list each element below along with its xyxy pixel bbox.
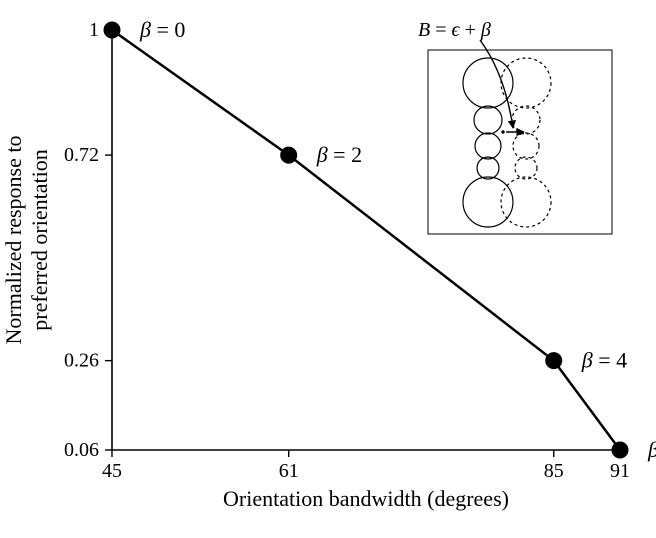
inset-annotation-label: B = ϵ + β	[418, 19, 491, 41]
chart-svg: 45 61 85 91 Orientation bandwidth (degrees) 0…	[0, 0, 656, 538]
y-tick-label: 0.06	[64, 439, 99, 461]
chart-container: { "chart": { "type": "line", "width": 65…	[0, 0, 656, 538]
x-tick-label: 45	[102, 460, 122, 482]
y-axis-label: Normalized response topreferred orientat…	[1, 136, 52, 345]
x-tick-label: 91	[610, 460, 630, 482]
point-label: β = 0	[139, 17, 185, 42]
data-point	[546, 353, 562, 369]
x-tick-label: 61	[279, 460, 299, 482]
svg-text:preferred orientation: preferred orientation	[27, 149, 52, 330]
point-label: β = 6	[647, 437, 656, 462]
data-point	[104, 22, 120, 38]
point-label: β = 4	[581, 348, 627, 373]
svg-text:Normalized response to: Normalized response to	[1, 136, 26, 345]
x-axis-label: Orientation bandwidth (degrees)	[223, 486, 509, 511]
data-point	[281, 147, 297, 163]
y-tick-label: 1	[89, 19, 99, 41]
y-tick-label: 0.72	[64, 144, 99, 166]
inset-diagram	[428, 50, 612, 234]
y-tick-label: 0.26	[64, 350, 99, 372]
data-point	[612, 442, 628, 458]
point-label: β = 2	[316, 142, 362, 167]
x-tick-label: 85	[544, 460, 564, 482]
